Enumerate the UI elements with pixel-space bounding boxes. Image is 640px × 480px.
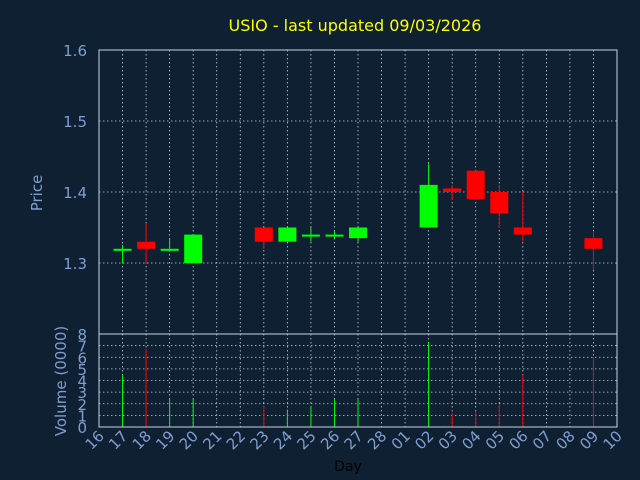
candle-body — [466, 170, 485, 200]
volume-bars — [122, 342, 594, 427]
candle-body — [184, 234, 203, 263]
price-y-tick-labels: 1.3 1.4 1.5 1.6 — [63, 42, 87, 273]
price-tick-label: 1.5 — [63, 113, 87, 131]
volume-tick-label: 0 — [77, 419, 87, 437]
candle-body — [443, 188, 462, 192]
volume-plot-frame — [98, 333, 618, 428]
volume-tick-label: 8 — [77, 326, 87, 344]
volume-tick-label: 2 — [77, 396, 87, 414]
candle-body — [137, 241, 156, 249]
candle-body — [254, 227, 273, 242]
volume-tick-label: 1 — [77, 407, 87, 425]
chart-title: USIO - last updated 09/03/2026 — [229, 16, 482, 35]
candle-body — [349, 227, 367, 239]
volume-tick-label: 7 — [77, 338, 87, 356]
candle-body — [325, 234, 344, 237]
volume-tick-label: 6 — [77, 349, 87, 367]
candle-body — [513, 227, 532, 235]
candle-body — [113, 248, 132, 251]
day-axis-label: Day — [334, 459, 362, 475]
candle-body — [278, 227, 297, 242]
candle-body — [490, 192, 509, 214]
price-tick-label: 1.3 — [63, 255, 87, 273]
candle-body — [301, 234, 320, 237]
volume-axis-label: Volume (0000) — [52, 326, 70, 436]
price-grid — [99, 49, 618, 334]
price-panel: 1.3 1.4 1.5 1.6 Price — [28, 42, 618, 335]
day-tick-labels: 1617181920212223242526272801020304050607… — [82, 427, 626, 453]
volume-tick-label: 5 — [77, 361, 87, 379]
candle-body — [160, 248, 179, 251]
price-tick-label: 1.4 — [63, 184, 87, 202]
candle-body — [584, 238, 603, 249]
candlestick-series — [113, 163, 603, 271]
price-axis-label: Price — [28, 175, 46, 212]
price-tick-label: 1.6 — [63, 42, 87, 60]
volume-tick-label: 4 — [77, 373, 87, 391]
volume-tick-label: 3 — [77, 384, 87, 402]
candle-body — [419, 184, 438, 228]
